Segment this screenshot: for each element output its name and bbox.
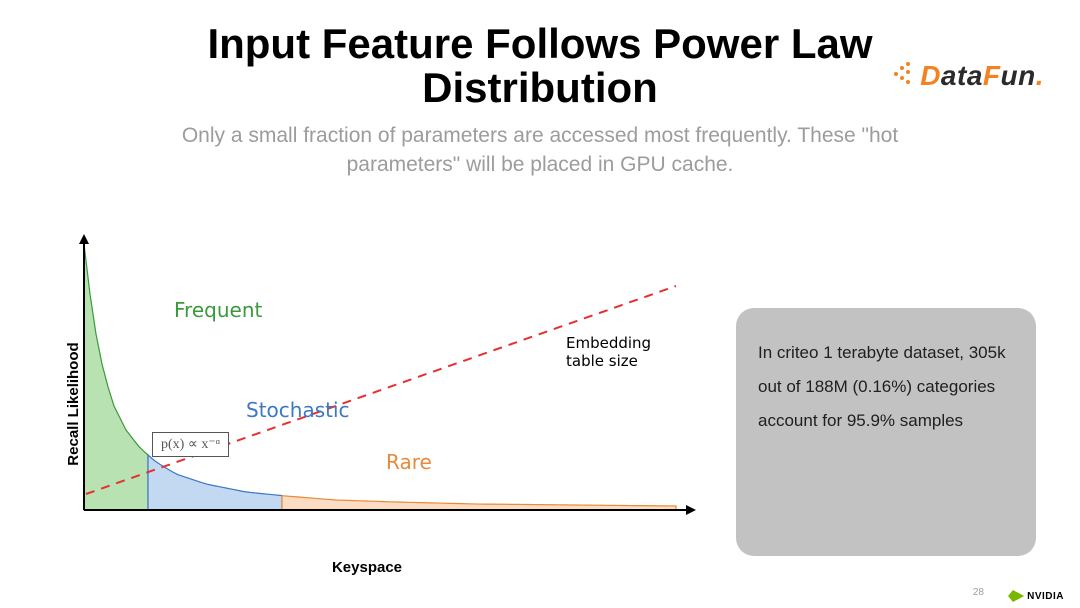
slide-title: Input Feature Follows Power Law Distribu… xyxy=(0,0,1080,110)
plot-svg xyxy=(76,234,696,540)
logo-ata: ata xyxy=(941,60,983,91)
slide-subtitle: Only a small fraction of parameters are … xyxy=(0,110,1080,179)
logo-f: F xyxy=(983,60,1001,91)
embedding-label: Embedding table size xyxy=(566,334,651,370)
nvidia-eye-icon xyxy=(1008,590,1024,602)
logo-un: un xyxy=(1001,60,1036,91)
region-label-stochastic: Stochastic xyxy=(246,398,350,422)
stat-callout: In criteo 1 terabyte dataset, 305k out o… xyxy=(736,308,1036,556)
nvidia-logo: NVIDIA xyxy=(1008,590,1064,602)
plot-area: Frequent Stochastic Rare p(x) ∝ x⁻ᵅ Embe… xyxy=(76,234,696,540)
datafun-logo: DataFun. xyxy=(920,60,1044,92)
subtitle-line2: parameters" will be placed in GPU cache. xyxy=(0,151,1080,179)
region-label-frequent: Frequent xyxy=(174,298,262,322)
region-label-rare: Rare xyxy=(386,450,432,474)
formula-box: p(x) ∝ x⁻ᵅ xyxy=(152,432,229,457)
page-number: 28 xyxy=(973,587,984,598)
powerlaw-chart: Recall Likelihood Keyspace Frequent Stoc… xyxy=(22,234,712,574)
logo-d: D xyxy=(920,60,941,91)
title-line1: Input Feature Follows Power Law xyxy=(0,22,1080,66)
title-line2: Distribution xyxy=(0,66,1080,110)
callout-text: In criteo 1 terabyte dataset, 305k out o… xyxy=(758,336,1014,438)
emb-line2: table size xyxy=(566,352,651,370)
logo-dot: . xyxy=(1036,60,1044,91)
x-axis-label: Keyspace xyxy=(332,559,402,576)
nvidia-text: NVIDIA xyxy=(1027,591,1064,602)
emb-line1: Embedding xyxy=(566,334,651,352)
subtitle-line1: Only a small fraction of parameters are … xyxy=(0,122,1080,150)
